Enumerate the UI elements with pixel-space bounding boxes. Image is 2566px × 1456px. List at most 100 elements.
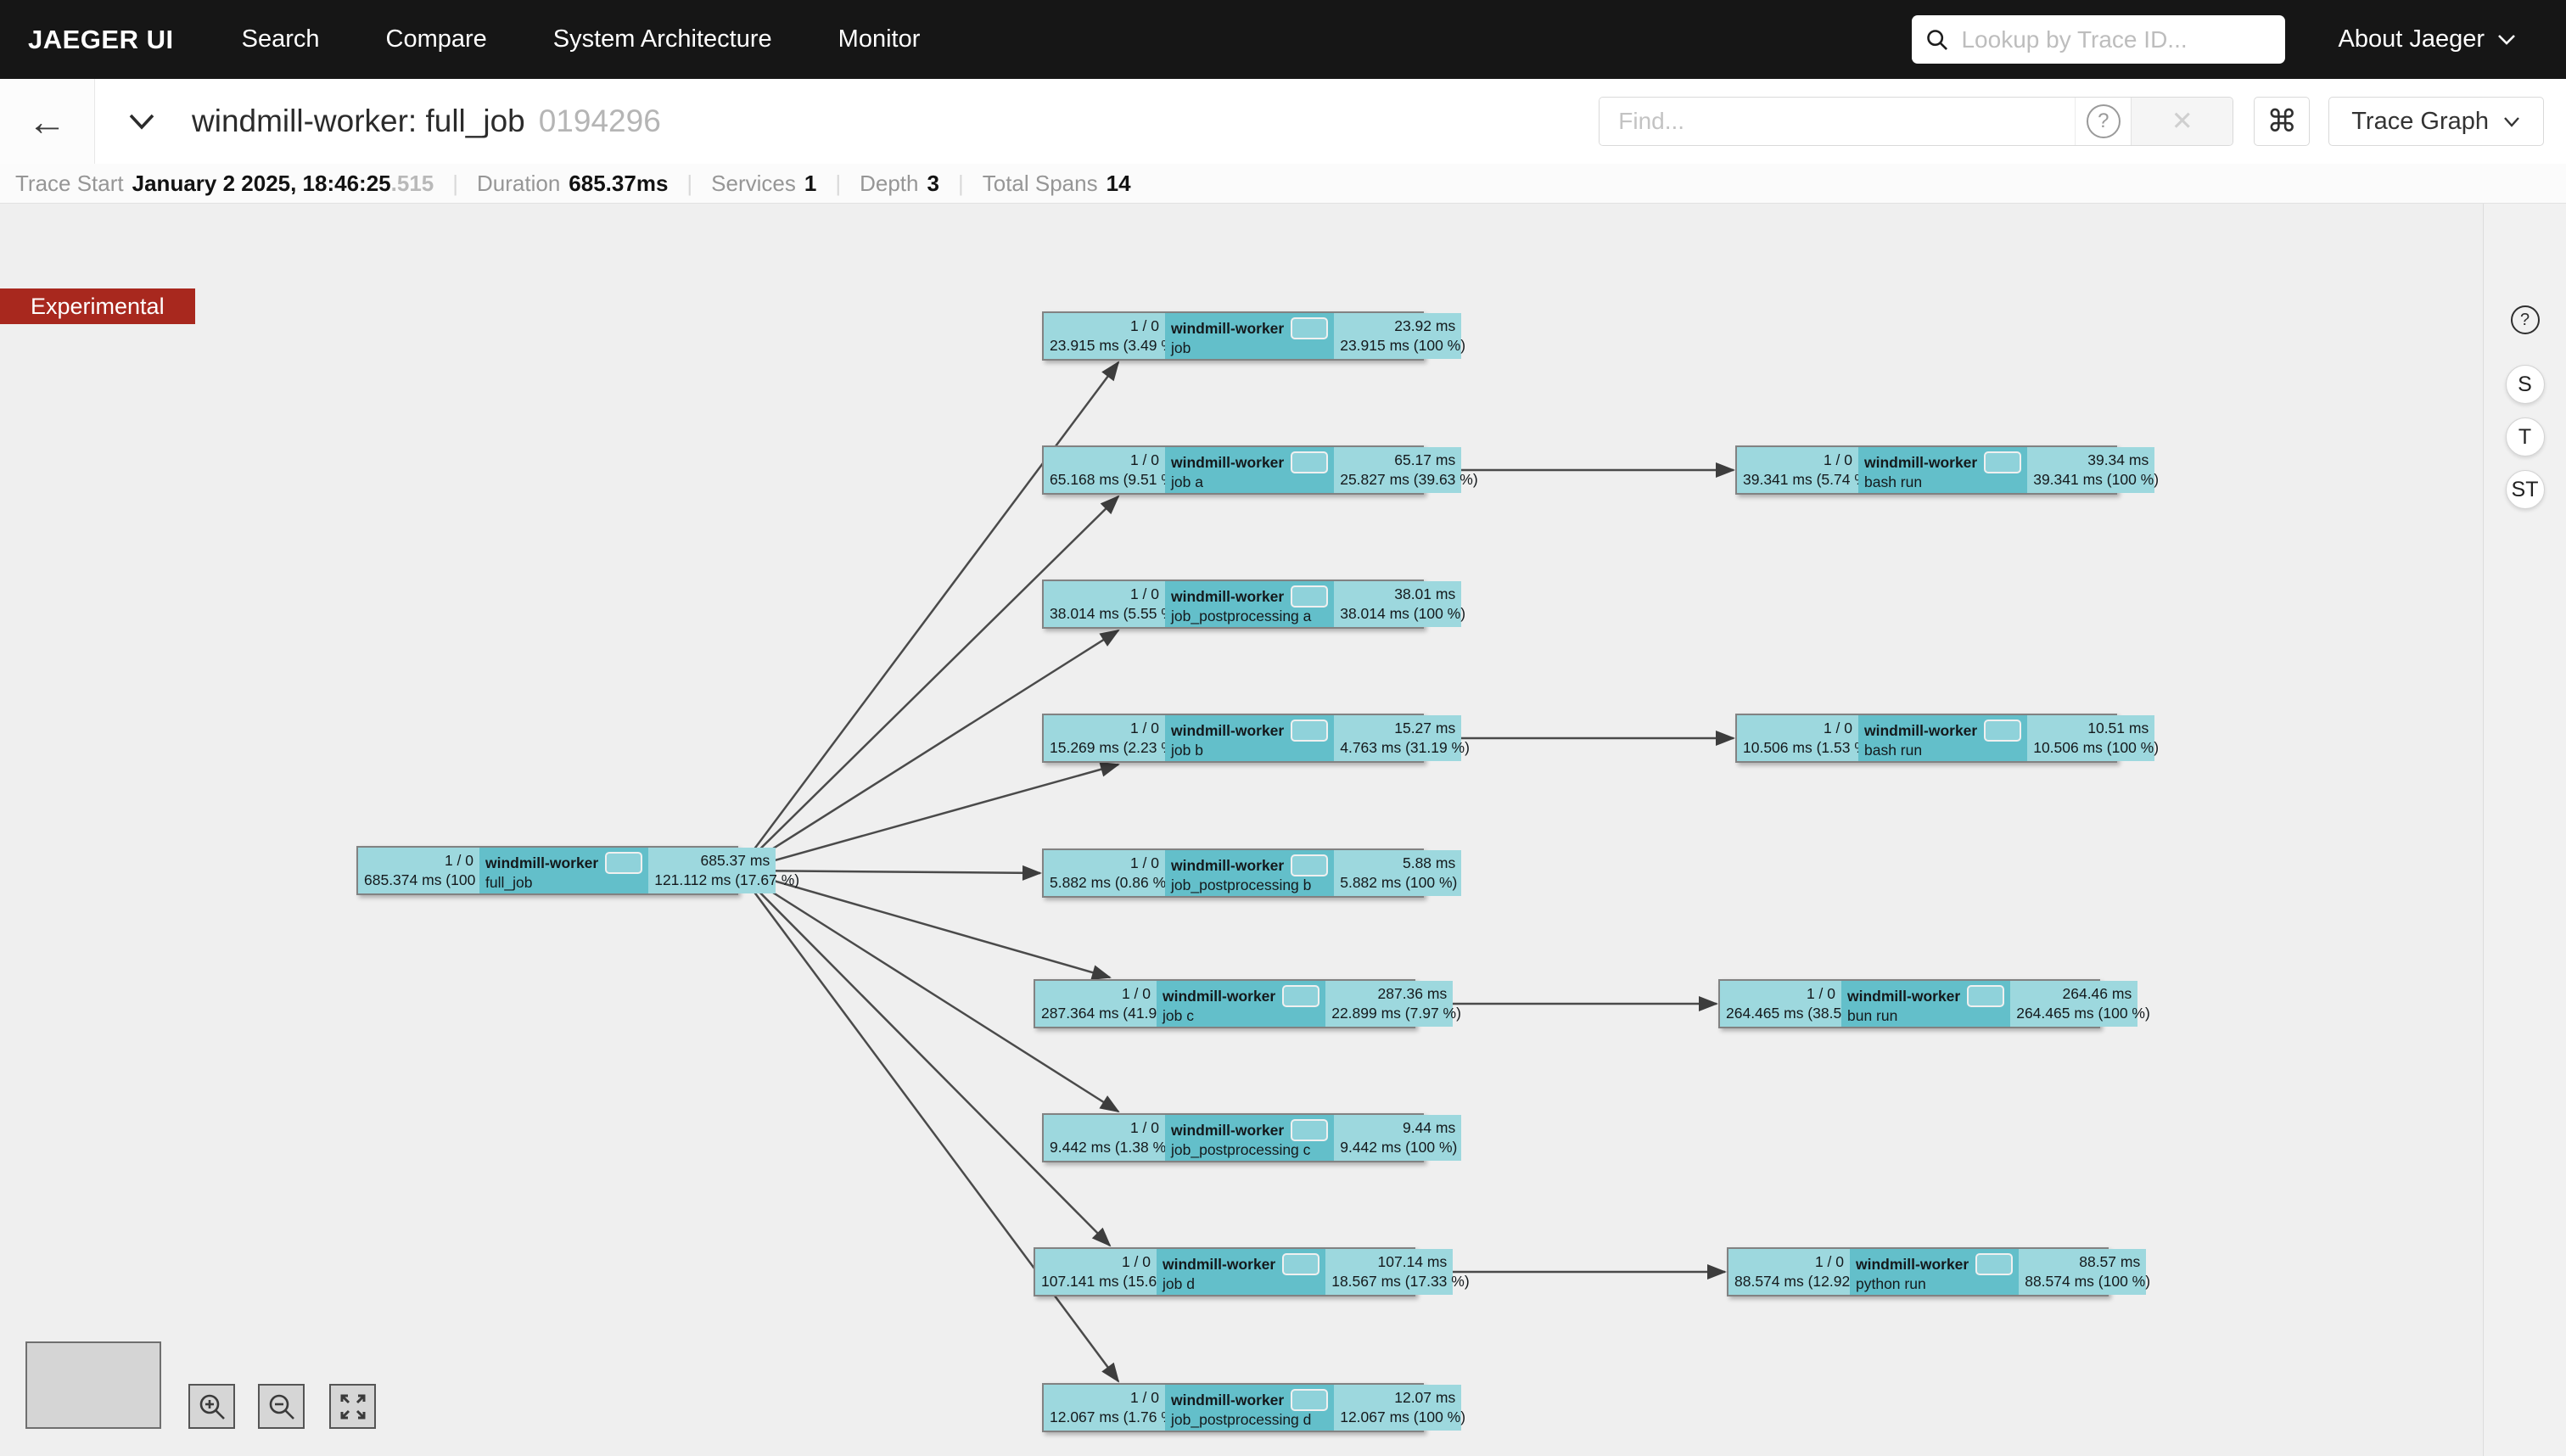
trace-lookup-input[interactable]: [1959, 25, 2272, 54]
trace-start-label: Trace Start: [15, 170, 124, 196]
span-node-job_d[interactable]: 1 / 0 107.141 ms (15.63 %) windmill-work…: [1034, 1247, 1470, 1296]
span-total-duration: 65.168 ms (9.51 %): [1050, 471, 1179, 488]
span-duration: 685.37 ms: [700, 852, 770, 869]
span-duration: 12.07 ms: [1394, 1389, 1456, 1406]
span-count: 1 / 0: [1823, 451, 1852, 468]
close-icon: ✕: [2171, 106, 2193, 136]
expand-icon: [340, 1394, 365, 1419]
span-self-time: 12.067 ms (100 %): [1340, 1408, 1466, 1425]
span-count: 1 / 0: [1129, 720, 1159, 736]
services-label: Services: [711, 170, 796, 196]
span-total-duration: 10.506 ms (1.53 %): [1743, 739, 1873, 756]
span-node-jp_a[interactable]: 1 / 0 38.014 ms (5.55 %) windmill-worker…: [1042, 580, 1465, 629]
nav-item-search[interactable]: Search: [241, 25, 320, 53]
nav-item-compare[interactable]: Compare: [385, 25, 487, 53]
span-service-name: windmill-worker: [1856, 1255, 1969, 1273]
span-count: 1 / 0: [1823, 720, 1852, 736]
find-clear-button[interactable]: ✕: [2131, 98, 2233, 145]
toggle-time-button[interactable]: T: [2505, 417, 2545, 456]
total-spans-value: 14: [1106, 170, 1131, 196]
span-node-jp_c[interactable]: 1 / 0 9.442 ms (1.38 %) windmill-worker …: [1042, 1113, 1462, 1162]
span-count: 1 / 0: [1814, 1253, 1844, 1270]
service-color-chip: [1291, 854, 1329, 876]
graph-minimap[interactable]: [25, 1341, 161, 1429]
span-node-bash_run_2[interactable]: 1 / 0 10.506 ms (1.53 %) windmill-worker…: [1735, 714, 2159, 763]
zoom-out-icon: [269, 1394, 294, 1420]
span-self-time: 10.506 ms (100 %): [2033, 739, 2160, 756]
span-total-duration: 287.364 ms (41.93 %): [1041, 1005, 1188, 1022]
span-operation-name: job c: [1163, 1007, 1194, 1024]
span-service-name: windmill-worker: [1163, 1255, 1276, 1273]
zoom-out-button[interactable]: [258, 1384, 305, 1429]
span-total-duration: 5.882 ms (0.86 %): [1050, 874, 1171, 891]
span-count: 1 / 0: [444, 852, 473, 869]
span-duration: 23.92 ms: [1394, 317, 1456, 334]
span-node-jp_b[interactable]: 1 / 0 5.882 ms (0.86 %) windmill-worker …: [1042, 848, 1462, 898]
search-icon: [1927, 29, 1948, 50]
span-count: 1 / 0: [1129, 1389, 1159, 1406]
span-node-full_job[interactable]: 1 / 0 685.374 ms (100 %) windmill-worker…: [356, 846, 799, 895]
span-operation-name: job b: [1171, 742, 1203, 759]
span-duration: 65.17 ms: [1394, 451, 1456, 468]
span-node-job_c[interactable]: 1 / 0 287.364 ms (41.93 %) windmill-work…: [1034, 979, 1461, 1028]
nav-item-monitor[interactable]: Monitor: [838, 25, 921, 53]
span-total-duration: 107.141 ms (15.63 %): [1041, 1273, 1188, 1290]
service-color-chip: [1291, 1119, 1329, 1141]
services-value: 1: [804, 170, 817, 196]
collapse-header-button[interactable]: [127, 112, 156, 131]
find-input[interactable]: [1600, 98, 2076, 145]
service-color-chip: [1282, 985, 1320, 1007]
span-operation-name: job_postprocessing a: [1171, 608, 1312, 624]
nav-item-system-architecture[interactable]: System Architecture: [552, 25, 772, 53]
span-operation-name: job: [1171, 339, 1191, 356]
span-self-time: 264.465 ms (100 %): [2016, 1005, 2150, 1022]
span-node-bun_run[interactable]: 1 / 0 264.465 ms (38.59 %) windmill-work…: [1718, 979, 2150, 1028]
span-self-time: 22.899 ms (7.97 %): [1331, 1005, 1461, 1022]
about-jaeger-menu[interactable]: About Jaeger: [2338, 25, 2517, 53]
back-button[interactable]: ←: [0, 79, 95, 164]
span-node-job[interactable]: 1 / 0 23.915 ms (3.49 %) windmill-worker…: [1042, 311, 1465, 361]
span-node-python_run[interactable]: 1 / 0 88.574 ms (12.92 %) windmill-worke…: [1727, 1247, 2150, 1296]
span-duration: 10.51 ms: [2087, 720, 2149, 736]
span-count: 1 / 0: [1806, 985, 1835, 1002]
span-self-time: 23.915 ms (100 %): [1340, 337, 1466, 354]
service-color-chip: [1291, 1389, 1329, 1411]
span-self-time: 39.341 ms (100 %): [2033, 471, 2160, 488]
keyboard-shortcuts-button[interactable]: ⌘: [2254, 97, 2311, 146]
trace-view-selector[interactable]: Trace Graph: [2328, 97, 2544, 146]
find-group: ? ✕: [1599, 97, 2234, 146]
span-total-duration: 88.574 ms (12.92 %): [1734, 1273, 1873, 1290]
span-service-name: windmill-worker: [1171, 319, 1285, 337]
span-node-bash_run_1[interactable]: 1 / 0 39.341 ms (5.74 %) windmill-worker…: [1735, 445, 2159, 495]
trace-graph-canvas[interactable]: Experimental 1 / 0 685.374 ms (100 %) wi…: [0, 204, 2566, 1456]
span-total-duration: 15.269 ms (2.23 %): [1050, 739, 1179, 756]
span-total-duration: 9.442 ms (1.38 %): [1050, 1139, 1171, 1156]
about-jaeger-label: About Jaeger: [2338, 25, 2485, 53]
find-help-button[interactable]: ?: [2075, 98, 2132, 145]
chevron-down-icon: [129, 114, 154, 130]
span-operation-name: python run: [1856, 1275, 1926, 1292]
trace-start-value: January 2 2025, 18:46:25: [132, 170, 391, 196]
zoom-in-icon: [199, 1394, 225, 1420]
span-node-jp_d[interactable]: 1 / 0 12.067 ms (1.76 %) windmill-worker…: [1042, 1383, 1465, 1432]
fit-view-button[interactable]: [329, 1384, 376, 1429]
graph-tool-rail: ? S T ST: [2483, 204, 2566, 1456]
span-service-name: windmill-worker: [1171, 1391, 1285, 1408]
span-self-time: 121.112 ms (17.67 %): [654, 871, 800, 888]
chevron-down-icon: [2498, 34, 2515, 45]
help-icon: ?: [2510, 305, 2540, 334]
zoom-in-button[interactable]: [188, 1384, 235, 1429]
span-operation-name: job_postprocessing d: [1171, 1411, 1312, 1428]
page-title: windmill-worker: full_job 0194296: [192, 104, 661, 139]
span-count: 1 / 0: [1121, 1253, 1151, 1270]
toggle-service-button[interactable]: S: [2505, 365, 2545, 404]
span-node-job_b[interactable]: 1 / 0 15.269 ms (2.23 %) windmill-worker…: [1042, 714, 1470, 763]
span-node-job_a[interactable]: 1 / 0 65.168 ms (9.51 %) windmill-worker…: [1042, 445, 1478, 495]
span-count: 1 / 0: [1129, 317, 1159, 334]
service-color-chip: [605, 852, 643, 874]
toggle-selftime-button[interactable]: ST: [2505, 470, 2545, 509]
graph-help-button[interactable]: ?: [2510, 305, 2540, 334]
jaeger-logo[interactable]: JAEGER UI: [28, 24, 174, 54]
span-service-name: windmill-worker: [1171, 721, 1285, 739]
span-self-time: 4.763 ms (31.19 %): [1340, 739, 1470, 756]
